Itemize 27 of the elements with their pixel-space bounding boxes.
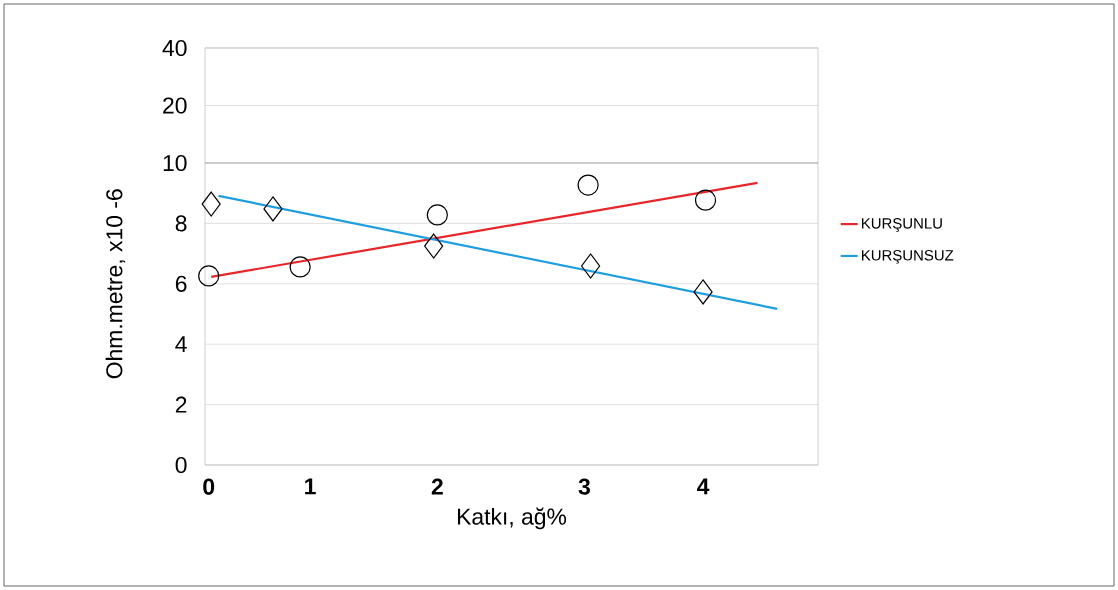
legend-label: KURŞUNSUZ: [862, 249, 954, 264]
x-tick-label: 0: [203, 478, 215, 495]
x-tick-label: 2: [431, 478, 443, 495]
y-axis-title: Ohm.metre, x10 -6: [105, 189, 126, 379]
x-tick-label: 4: [697, 478, 710, 495]
x-tick-label: 3: [578, 478, 590, 495]
y-tick-label: 6: [175, 275, 187, 292]
point: [289, 256, 311, 278]
point: [424, 233, 444, 259]
y-tick-label: 40: [162, 39, 187, 57]
point: [577, 174, 599, 196]
x-tick-label: 1: [305, 478, 316, 495]
point: [198, 265, 220, 287]
point: [201, 191, 221, 217]
y-tick-label: 8: [175, 215, 187, 232]
x-axis-title: Katkı, ağ%: [457, 507, 567, 530]
point: [693, 279, 713, 305]
point: [694, 189, 717, 211]
legend-label: KURŞUNLU: [862, 218, 942, 232]
y-tick-label: 20: [163, 97, 187, 114]
y-tick-label: 0: [175, 456, 187, 474]
point: [581, 253, 601, 279]
point: [426, 204, 448, 226]
y-tick-label: 2: [175, 396, 187, 413]
y-tick-label: 10: [163, 154, 187, 172]
y-tick-label: 4: [175, 336, 187, 353]
point: [263, 196, 283, 222]
